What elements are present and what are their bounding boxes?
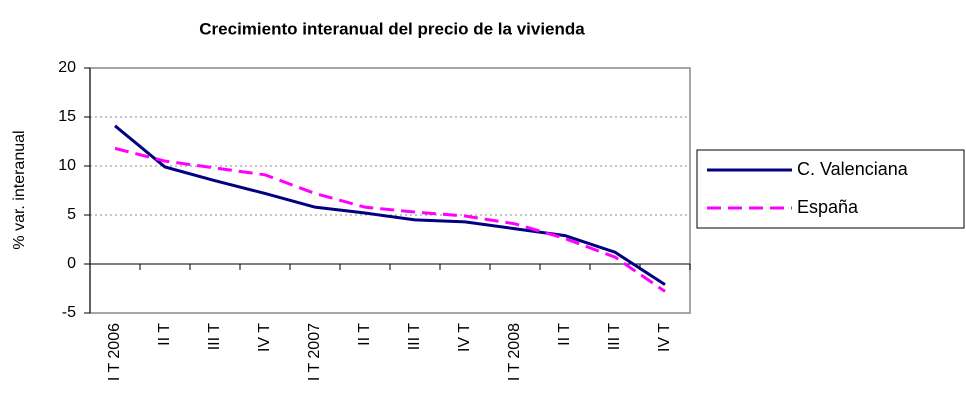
legend-label: España: [797, 197, 859, 217]
y-tick-label: -5: [62, 304, 76, 321]
y-tick-label: 5: [67, 206, 76, 223]
y-tick-label: 20: [58, 59, 76, 76]
x-tick-label: III T: [606, 323, 623, 350]
y-tick-label: 10: [58, 157, 76, 174]
x-tick-label: IV T: [656, 323, 673, 352]
x-tick-label: II T: [356, 323, 373, 346]
x-tick-label: IV T: [256, 323, 273, 352]
x-tick-label: II T: [156, 323, 173, 346]
x-tick-label: I T 2008: [506, 323, 523, 381]
series-line: [114, 124, 666, 286]
plot-area: [89, 67, 691, 314]
x-tick-label: I T 2007: [306, 323, 323, 381]
y-axis-label: % var. interanual: [11, 130, 28, 249]
x-tick-label: II T: [556, 323, 573, 346]
chart-title: Crecimiento interanual del precio de la …: [199, 19, 585, 38]
y-tick-label: 0: [67, 255, 76, 272]
x-tick-label: I T 2006: [106, 323, 123, 381]
legend-box: [696, 149, 965, 229]
x-tick-label: III T: [406, 323, 423, 350]
x-tick-label: IV T: [456, 323, 473, 352]
x-tick-label: III T: [206, 323, 223, 350]
y-tick-label: 15: [58, 108, 76, 125]
series-line: [114, 146, 666, 293]
legend-label: C. Valenciana: [797, 159, 909, 179]
